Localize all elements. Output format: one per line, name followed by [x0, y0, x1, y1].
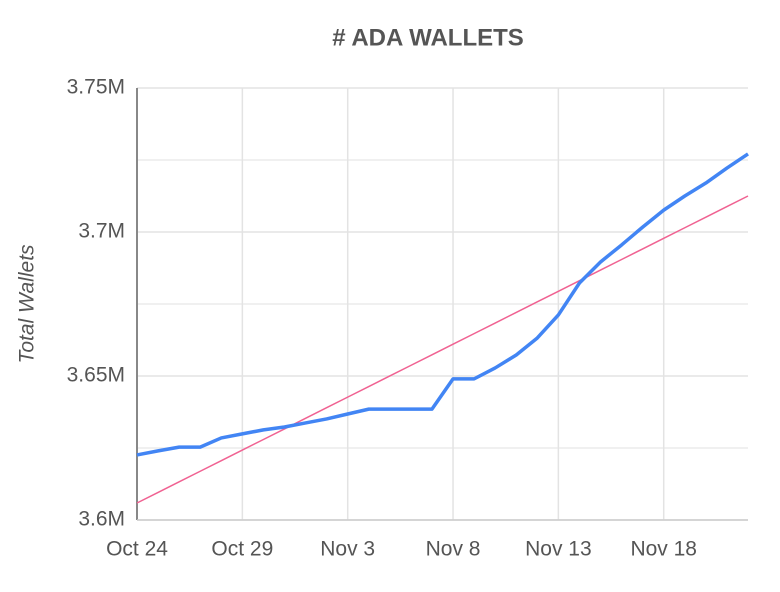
y-tick-label: 3.75M — [67, 76, 125, 99]
y-tick-label: 3.65M — [67, 364, 125, 387]
y-axis-label: Total Wallets — [16, 244, 39, 364]
x-tick-label: Nov 8 — [426, 538, 481, 561]
series-line — [136, 195, 749, 504]
x-tick-label: Nov 13 — [525, 538, 592, 561]
series-line — [136, 152, 749, 457]
chart-title: # ADA WALLETS — [332, 24, 524, 51]
x-tick-label: Nov 3 — [320, 538, 375, 561]
x-tick-label: Oct 24 — [106, 538, 168, 561]
x-tick-label: Oct 29 — [211, 538, 273, 561]
y-tick-label: 3.6M — [78, 508, 125, 531]
x-tick-label: Nov 18 — [630, 538, 697, 561]
y-tick-label: 3.7M — [78, 220, 125, 243]
